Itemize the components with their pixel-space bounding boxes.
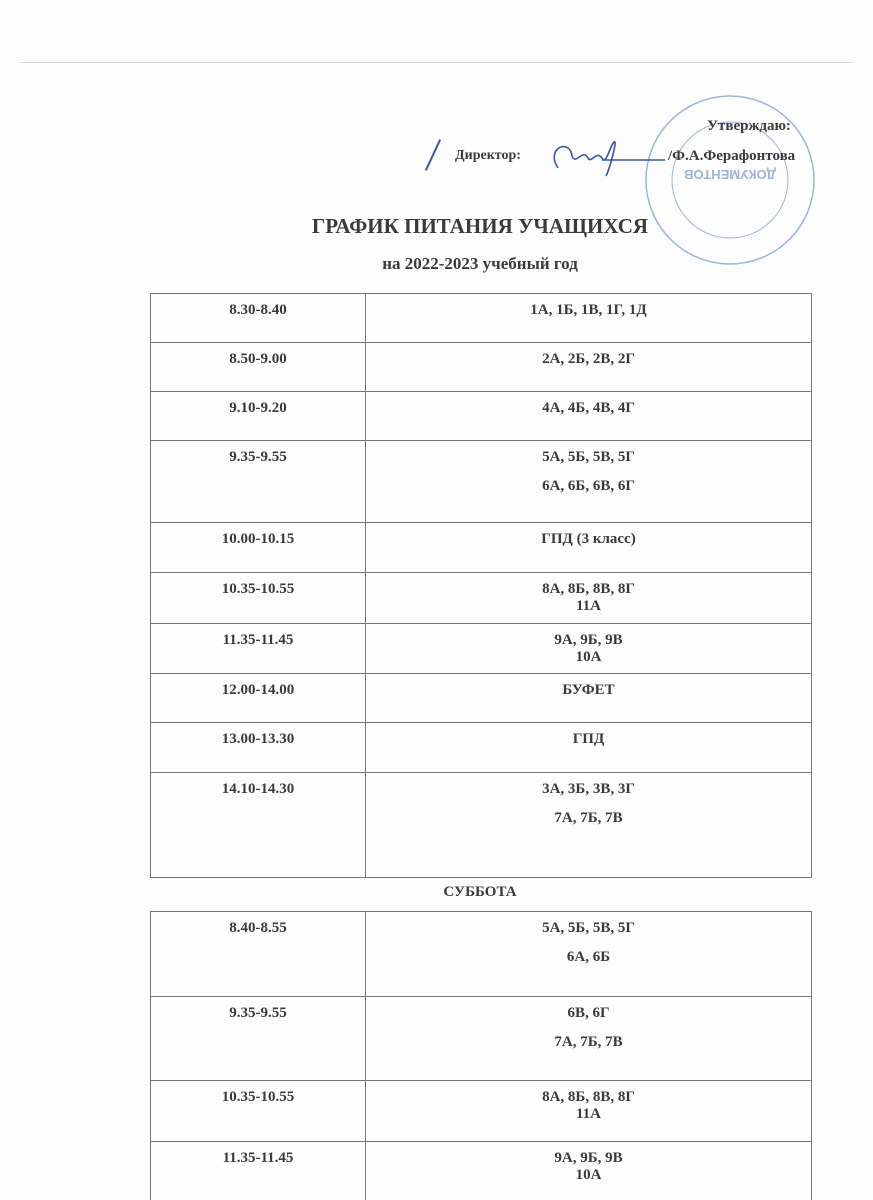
table-row: 11.35-11.45 9А, 9Б, 9В 10А bbox=[150, 623, 812, 674]
class-list: 9А, 9Б, 9В bbox=[554, 632, 623, 648]
class-list: 8А, 8Б, 8В, 8Г bbox=[542, 1089, 635, 1105]
classes-cell: ГПД (3 класс) bbox=[365, 522, 812, 573]
table-row: 9.35-9.55 6В, 6Г 7А, 7Б, 7В bbox=[150, 996, 812, 1081]
time-cell: 9.35-9.55 bbox=[150, 440, 366, 523]
table-row: 13.00-13.30 ГПД bbox=[150, 722, 812, 773]
table-row: 11.35-11.45 9А, 9Б, 9В 10А bbox=[150, 1141, 812, 1200]
class-list: 11А bbox=[575, 1106, 601, 1122]
table-row: 10.35-10.55 8А, 8Б, 8В, 8Г 11А bbox=[150, 1080, 812, 1142]
time-cell: 10.00-10.15 bbox=[150, 522, 366, 573]
signature bbox=[553, 141, 665, 177]
table-row: 10.00-10.15 ГПД (3 класс) bbox=[150, 522, 812, 573]
top-rule bbox=[20, 62, 853, 63]
classes-cell: 4А, 4Б, 4В, 4Г bbox=[365, 391, 812, 441]
official-stamp: ДОКУМЕНТОВ bbox=[645, 95, 815, 265]
classes-cell: 6В, 6Г 7А, 7Б, 7В bbox=[365, 996, 812, 1081]
class-list: 6А, 6Б, 6В, 6Г bbox=[542, 478, 635, 494]
time-cell: 8.50-9.00 bbox=[150, 342, 366, 392]
class-list: 5А, 5Б, 5В, 5Г bbox=[542, 920, 635, 936]
time-cell: 14.10-14.30 bbox=[150, 772, 366, 878]
class-list: 10А bbox=[575, 1167, 602, 1183]
class-list: БУФЕТ bbox=[562, 682, 615, 698]
classes-cell: 9А, 9Б, 9В 10А bbox=[365, 623, 812, 674]
class-list: 4А, 4Б, 4В, 4Г bbox=[542, 400, 635, 416]
director-name: /Ф.А.Ферафонтова bbox=[668, 148, 796, 164]
class-list: 6В, 6Г bbox=[567, 1005, 610, 1021]
table-row: 8.40-8.55 5А, 5Б, 5В, 5Г 6А, 6Б bbox=[150, 911, 812, 997]
class-list: 7А, 7Б, 7В bbox=[554, 1034, 623, 1050]
table-row: 9.10-9.20 4А, 4Б, 4В, 4Г bbox=[150, 391, 812, 441]
time-cell: 11.35-11.45 bbox=[150, 623, 366, 674]
saturday-schedule-table: 8.40-8.55 5А, 5Б, 5В, 5Г 6А, 6Б 9.35-9.55 6В… bbox=[150, 911, 812, 1200]
director-label: Директор: bbox=[455, 148, 521, 163]
classes-cell: 5А, 5Б, 5В, 5Г 6А, 6Б bbox=[365, 911, 812, 997]
class-list: ГПД bbox=[572, 731, 605, 747]
time-cell: 10.35-10.55 bbox=[150, 572, 366, 624]
time-cell: 13.00-13.30 bbox=[150, 722, 366, 773]
page-title: ГРАФИК ПИТАНИЯ УЧАЩИХСЯ bbox=[311, 214, 649, 238]
weekday-schedule-table: 8.30-8.40 1А, 1Б, 1В, 1Г, 1Д 8.50-9.00 2А, … bbox=[150, 293, 812, 878]
classes-cell: 2А, 2Б, 2В, 2Г bbox=[365, 342, 812, 392]
class-list: 3А, 3Б, 3В, 3Г bbox=[542, 781, 635, 797]
time-cell: 12.00-14.00 bbox=[150, 673, 366, 723]
saturday-heading: СУББОТА bbox=[443, 884, 517, 900]
classes-cell: 5А, 5Б, 5В, 5Г 6А, 6Б, 6В, 6Г bbox=[365, 440, 812, 523]
pen-mark bbox=[424, 139, 442, 171]
table-row: 14.10-14.30 3А, 3Б, 3В, 3Г 7А, 7Б, 7В bbox=[150, 772, 812, 878]
class-list: 2А, 2Б, 2В, 2Г bbox=[542, 351, 635, 367]
time-cell: 8.30-8.40 bbox=[150, 293, 366, 343]
time-cell: 11.35-11.45 bbox=[150, 1141, 366, 1200]
time-cell: 9.35-9.55 bbox=[150, 996, 366, 1081]
table-row: 10.35-10.55 8А, 8Б, 8В, 8Г 11А bbox=[150, 572, 812, 624]
class-list: 10А bbox=[575, 649, 602, 665]
table-row: 9.35-9.55 5А, 5Б, 5В, 5Г 6А, 6Б, 6В, 6Г bbox=[150, 440, 812, 523]
table-row: 12.00-14.00 БУФЕТ bbox=[150, 673, 812, 723]
class-list: 1А, 1Б, 1В, 1Г, 1Д bbox=[530, 302, 647, 318]
class-list: 5А, 5Б, 5В, 5Г bbox=[542, 449, 635, 465]
page-subtitle: на 2022-2023 учебный год bbox=[382, 254, 578, 273]
class-list: 8А, 8Б, 8В, 8Г bbox=[542, 581, 635, 597]
class-list: 11А bbox=[575, 598, 601, 614]
classes-cell: БУФЕТ bbox=[365, 673, 812, 723]
class-list: ГПД (3 класс) bbox=[541, 531, 636, 547]
approve-label: Утверждаю: bbox=[707, 118, 791, 134]
time-cell: 9.10-9.20 bbox=[150, 391, 366, 441]
class-list: 6А, 6Б bbox=[566, 949, 611, 965]
classes-cell: 3А, 3Б, 3В, 3Г 7А, 7Б, 7В bbox=[365, 772, 812, 878]
time-cell: 8.40-8.55 bbox=[150, 911, 366, 997]
classes-cell: 8А, 8Б, 8В, 8Г 11А bbox=[365, 1080, 812, 1142]
time-cell: 10.35-10.55 bbox=[150, 1080, 366, 1142]
class-list: 9А, 9Б, 9В bbox=[554, 1150, 623, 1166]
table-row: 8.30-8.40 1А, 1Б, 1В, 1Г, 1Д bbox=[150, 293, 812, 343]
table-row: 8.50-9.00 2А, 2Б, 2В, 2Г bbox=[150, 342, 812, 392]
classes-cell: ГПД bbox=[365, 722, 812, 773]
classes-cell: 1А, 1Б, 1В, 1Г, 1Д bbox=[365, 293, 812, 343]
classes-cell: 9А, 9Б, 9В 10А bbox=[365, 1141, 812, 1200]
svg-text:ДОКУМЕНТОВ: ДОКУМЕНТОВ bbox=[684, 167, 776, 182]
classes-cell: 8А, 8Б, 8В, 8Г 11А bbox=[365, 572, 812, 624]
class-list: 7А, 7Б, 7В bbox=[554, 810, 623, 826]
